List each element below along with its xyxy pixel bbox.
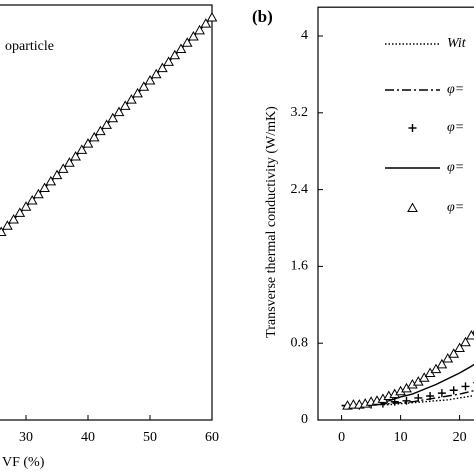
triangle-marker [454, 342, 465, 352]
triangle-marker [119, 100, 131, 110]
x-tick-label: 0 [338, 430, 345, 445]
triangle-marker [113, 106, 125, 117]
triangle-marker [101, 119, 112, 129]
triangle-marker [157, 62, 168, 73]
triangle-marker [430, 363, 442, 374]
triangle-marker [418, 372, 430, 382]
legend-label: φ= [447, 120, 464, 135]
triangle-marker [138, 81, 150, 91]
legend-marker [407, 202, 418, 212]
triangle-marker [144, 75, 156, 85]
triangle-marker [70, 150, 81, 161]
x-tick-label: 50 [143, 430, 157, 445]
x-tick-label: 10 [394, 430, 408, 445]
y-axis-label: Transverse thermal conductivity (W/mK) [264, 106, 279, 338]
plot-frame [317, 6, 474, 421]
y-tick-label: 1.6 [291, 259, 309, 274]
triangle-marker [194, 24, 205, 35]
triangle-marker [169, 49, 181, 60]
triangle-marker [200, 18, 212, 28]
triangle-marker [442, 353, 454, 363]
y-tick-label: 0.8 [291, 335, 309, 350]
series-line [341, 394, 474, 407]
triangle-marker [175, 43, 187, 53]
triangle-marker [206, 11, 218, 22]
x-tick-label: 60 [205, 430, 219, 445]
triangle-marker [33, 188, 44, 199]
triangle-marker [181, 37, 193, 47]
chart-panel: 0 10 20 0 0.8 1.6 2.4 3.2 4 (b) Transverse thermal… [252, 6, 474, 445]
x-axis-label: VF (%) [2, 455, 45, 470]
plus-marker [449, 386, 458, 395]
triangle-marker [51, 169, 63, 180]
triangle-marker [126, 94, 137, 104]
plus-marker [414, 393, 423, 402]
triangle-marker [64, 157, 75, 167]
plus-marker [402, 396, 411, 405]
legend-label: Wit [447, 36, 467, 51]
triangle-marker [76, 144, 88, 154]
triangle-marker [39, 182, 50, 193]
x-tick-label: 20 [453, 430, 467, 445]
triangle-marker [82, 138, 94, 148]
plus-marker [461, 382, 470, 391]
legend-marker [408, 124, 417, 132]
triangle-marker [132, 87, 143, 98]
triangle-marker [2, 220, 13, 230]
triangle-marker [188, 31, 199, 41]
chart-panel: 30 40 50 60 VF (%) oparticle [0, 4, 219, 470]
legend-label: oparticle [5, 39, 54, 54]
triangle-marker [448, 348, 460, 358]
x-tick-label: 40 [81, 430, 95, 445]
legend-label: φ= [447, 200, 464, 215]
plot-frame [0, 4, 213, 421]
panel-label: (b) [252, 7, 273, 26]
triangle-marker [26, 194, 38, 205]
y-tick-label: 3.2 [291, 105, 309, 120]
triangle-marker [57, 163, 69, 173]
y-tick-label: 2.4 [291, 182, 309, 197]
triangle-marker [45, 175, 57, 186]
y-tick-label: 4 [301, 28, 308, 43]
triangle-marker [20, 201, 32, 211]
triangle-marker [436, 358, 448, 369]
x-tick-label: 30 [19, 430, 33, 445]
triangle-marker [0, 226, 7, 237]
legend-label: φ= [447, 160, 464, 175]
triangle-marker [150, 68, 162, 79]
triangle-marker [95, 125, 106, 136]
triangle-marker [107, 112, 119, 123]
plus-marker [426, 392, 435, 400]
triangle-marker [8, 214, 19, 224]
triangle-marker [163, 56, 174, 66]
y-tick-label: 0 [301, 412, 308, 427]
triangle-marker [460, 336, 471, 347]
triangle-marker [14, 207, 26, 217]
legend-label: φ= [447, 82, 464, 97]
plus-marker [437, 389, 446, 398]
triangle-marker [88, 131, 100, 142]
